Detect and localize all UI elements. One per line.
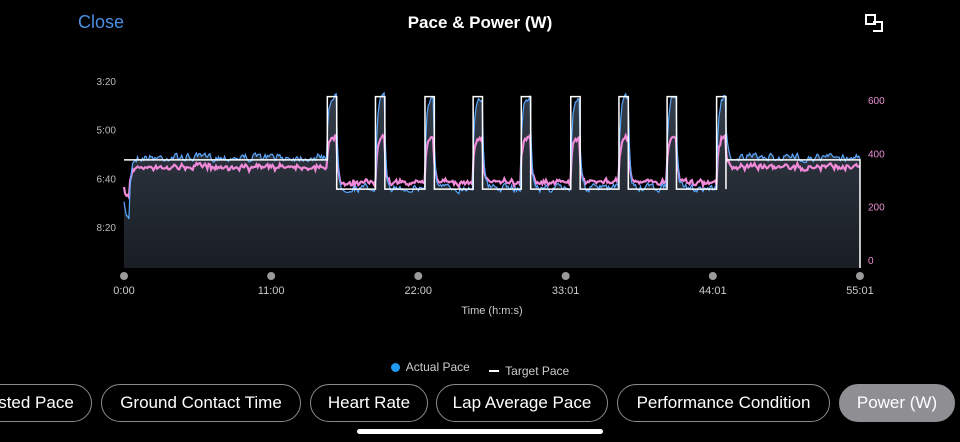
chip-adjusted-pace[interactable]: sted Pace — [0, 384, 92, 422]
y-right-tick-label: 400 — [868, 149, 885, 160]
x-tick-label: 44:01 — [699, 285, 727, 297]
chip-ground-contact-time[interactable]: Ground Contact Time — [101, 384, 301, 422]
y-left-tick-label: 3:20 — [97, 77, 117, 88]
chip-power[interactable]: Power (W) — [839, 384, 955, 422]
x-tick-label: 11:00 — [258, 285, 285, 297]
x-tick-label: 33:01 — [552, 285, 580, 297]
chart-legend: Actual Pace Target Pace — [0, 360, 960, 378]
page-title: Pace & Power (W) — [407, 13, 553, 32]
power-series-line — [122, 132, 861, 202]
x-tick-dot[interactable] — [414, 272, 423, 280]
x-tick-dot[interactable] — [267, 272, 276, 280]
home-indicator — [357, 429, 603, 434]
x-tick-label: 55:01 — [846, 285, 874, 297]
y-left-tick-label: 5:00 — [97, 126, 117, 137]
chip-heart-rate[interactable]: Heart Rate — [310, 384, 428, 422]
y-left-tick-label: 6:40 — [97, 174, 117, 185]
y-right-tick-label: 200 — [868, 203, 885, 214]
y-left-tick-label: 8:20 — [97, 223, 117, 234]
legend-target-pace-label: Target Pace — [505, 363, 570, 378]
x-axis-label: Time (h:m:s) — [461, 305, 522, 317]
metric-chip-bar[interactable]: sted Pace Ground Contact Time Heart Rate… — [0, 384, 960, 424]
header: Close Pace & Power (W) — [0, 0, 960, 46]
target-pace-series-line — [124, 95, 861, 268]
legend-actual-pace: Actual Pace — [390, 360, 470, 374]
pace-area-fill — [124, 93, 860, 268]
actual-pace-series-line — [123, 91, 861, 220]
y-right-tick-label: 600 — [868, 96, 885, 107]
x-tick-label: 22:00 — [405, 285, 433, 297]
expand-icon[interactable] — [864, 13, 884, 33]
chip-performance-condition[interactable]: Performance Condition — [617, 384, 830, 422]
legend-actual-pace-label: Actual Pace — [405, 360, 470, 374]
pace-power-chart: 3:20 5:00 6:40 8:20 600 400 200 0 0:00 11:00 22:… — [97, 77, 886, 317]
close-button[interactable]: Close — [78, 12, 125, 32]
x-tick-dot[interactable] — [855, 272, 864, 280]
y-right-tick-label: 0 — [868, 256, 874, 267]
x-tick-dot[interactable] — [708, 272, 717, 280]
x-tick-label: 0:00 — [113, 285, 134, 297]
legend-target-pace: Target Pace — [489, 364, 569, 378]
chip-lap-average-pace[interactable]: Lap Average Pace — [436, 384, 608, 422]
blue-dot-icon — [390, 362, 400, 372]
x-tick-dot[interactable] — [561, 272, 570, 280]
x-tick-dot[interactable] — [120, 272, 128, 280]
white-dash-icon — [489, 369, 500, 372]
